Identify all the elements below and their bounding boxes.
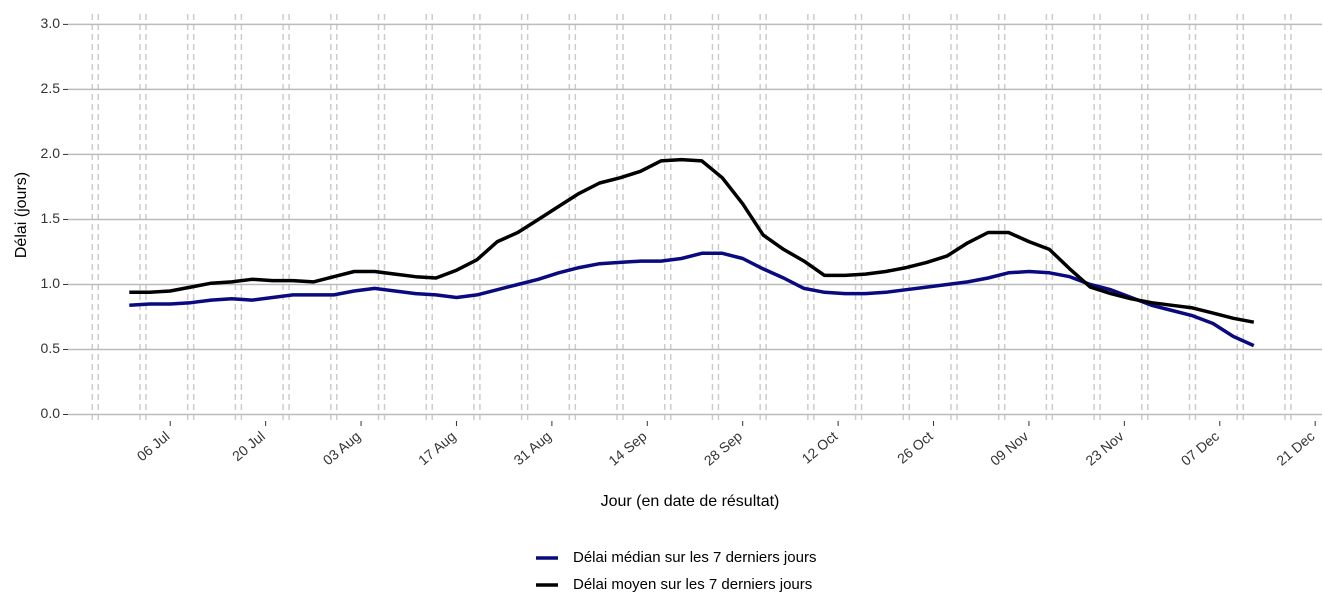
y-tick-label: 3.0 — [41, 15, 61, 31]
x-tick-label: 31 Aug — [510, 428, 554, 468]
legend-label: Délai moyen sur les 7 derniers jours — [573, 576, 812, 593]
x-tick-label: 23 Nov — [1082, 428, 1126, 469]
x-tick-label: 07 Dec — [1178, 428, 1222, 469]
x-tick-label: 20 Jul — [229, 428, 268, 464]
x-tick-label: 26 Oct — [894, 428, 936, 467]
legend-label: Délai médian sur les 7 derniers jours — [573, 549, 816, 566]
x-tick-label: 09 Nov — [987, 428, 1031, 469]
x-tick-label: 03 Aug — [320, 428, 364, 468]
x-tick-label: 17 Aug — [415, 428, 459, 468]
line-series — [129, 157, 1255, 324]
y-tick-label: 2.5 — [41, 80, 61, 96]
y-tick-label: 0.0 — [41, 405, 61, 421]
x-tick-label: 12 Oct — [799, 428, 841, 467]
y-tick-label: 0.5 — [41, 340, 61, 356]
y-axis-title: Délai (jours) — [13, 172, 30, 258]
y-tick-label: 1.5 — [41, 210, 61, 226]
x-tick-label: 14 Sep — [605, 428, 649, 469]
x-tick-label: 21 Dec — [1273, 428, 1317, 469]
x-axis-title: Jour (en date de résultat) — [601, 493, 780, 510]
y-tick-label: 2.0 — [41, 145, 61, 161]
line-series — [129, 251, 1255, 348]
x-tick-label: 06 Jul — [134, 428, 173, 464]
y-tick-label: 1.0 — [41, 275, 61, 291]
x-tick-label: 28 Sep — [701, 428, 745, 469]
